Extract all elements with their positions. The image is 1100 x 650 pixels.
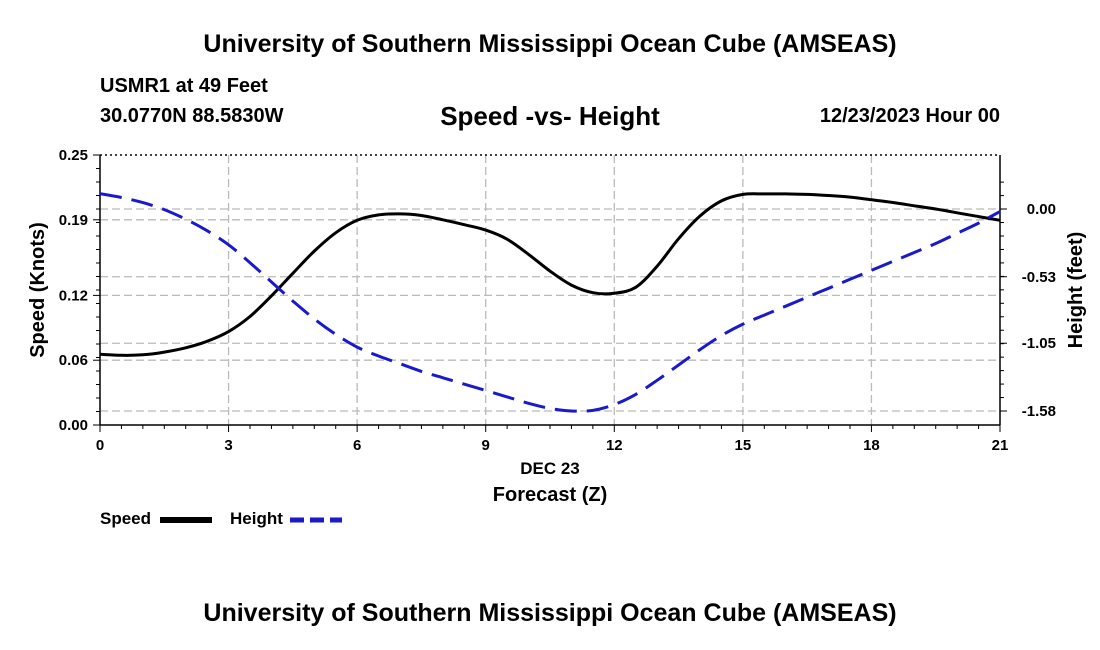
footer-title: University of Southern Mississippi Ocean… [203,599,897,627]
y-tick-label: 0.25 [59,147,88,164]
x-tick-label: 21 [992,437,1009,454]
x-tick-label: 6 [353,437,361,454]
y2-axis-label: Height (feet) [1065,232,1087,349]
chart-subtitle: Speed -vs- Height [440,101,660,131]
x-tick-label: 12 [606,437,623,454]
x-axis-sublabel: DEC 23 [520,459,580,478]
coordinates-label: 30.0770N 88.5830W [100,105,284,127]
y-tick-label: 0.00 [59,417,88,434]
height-series-line [99,192,1001,413]
speed-series-line [99,192,1001,357]
x-tick-label: 18 [863,437,880,454]
datetime-label: 12/23/2023 Hour 00 [819,105,1000,127]
x-tick-label: 3 [224,437,232,454]
y2-tick-label: -0.53 [1022,269,1056,286]
y2-tick-label: -1.05 [1022,335,1056,352]
y-tick-label: 0.19 [59,212,88,229]
x-axis-label: Forecast (Z) [493,484,607,506]
station-label: USMR1 at 49 Feet [100,75,268,97]
x-tick-label: 15 [735,437,752,454]
y2-tick-label: -1.58 [1022,403,1056,420]
x-tick-label: 9 [482,437,490,454]
y2-tick-label: 0.00 [1027,201,1056,218]
x-tick-label: 0 [96,437,104,454]
y-tick-label: 0.06 [59,352,88,369]
y-axis-label: Speed (Knots) [27,222,49,358]
y-tick-label: 0.12 [59,287,88,304]
legend-height-label: Height [230,509,283,528]
legend-speed-label: Speed [100,509,152,528]
chart-title: University of Southern Mississippi Ocean… [203,30,897,58]
